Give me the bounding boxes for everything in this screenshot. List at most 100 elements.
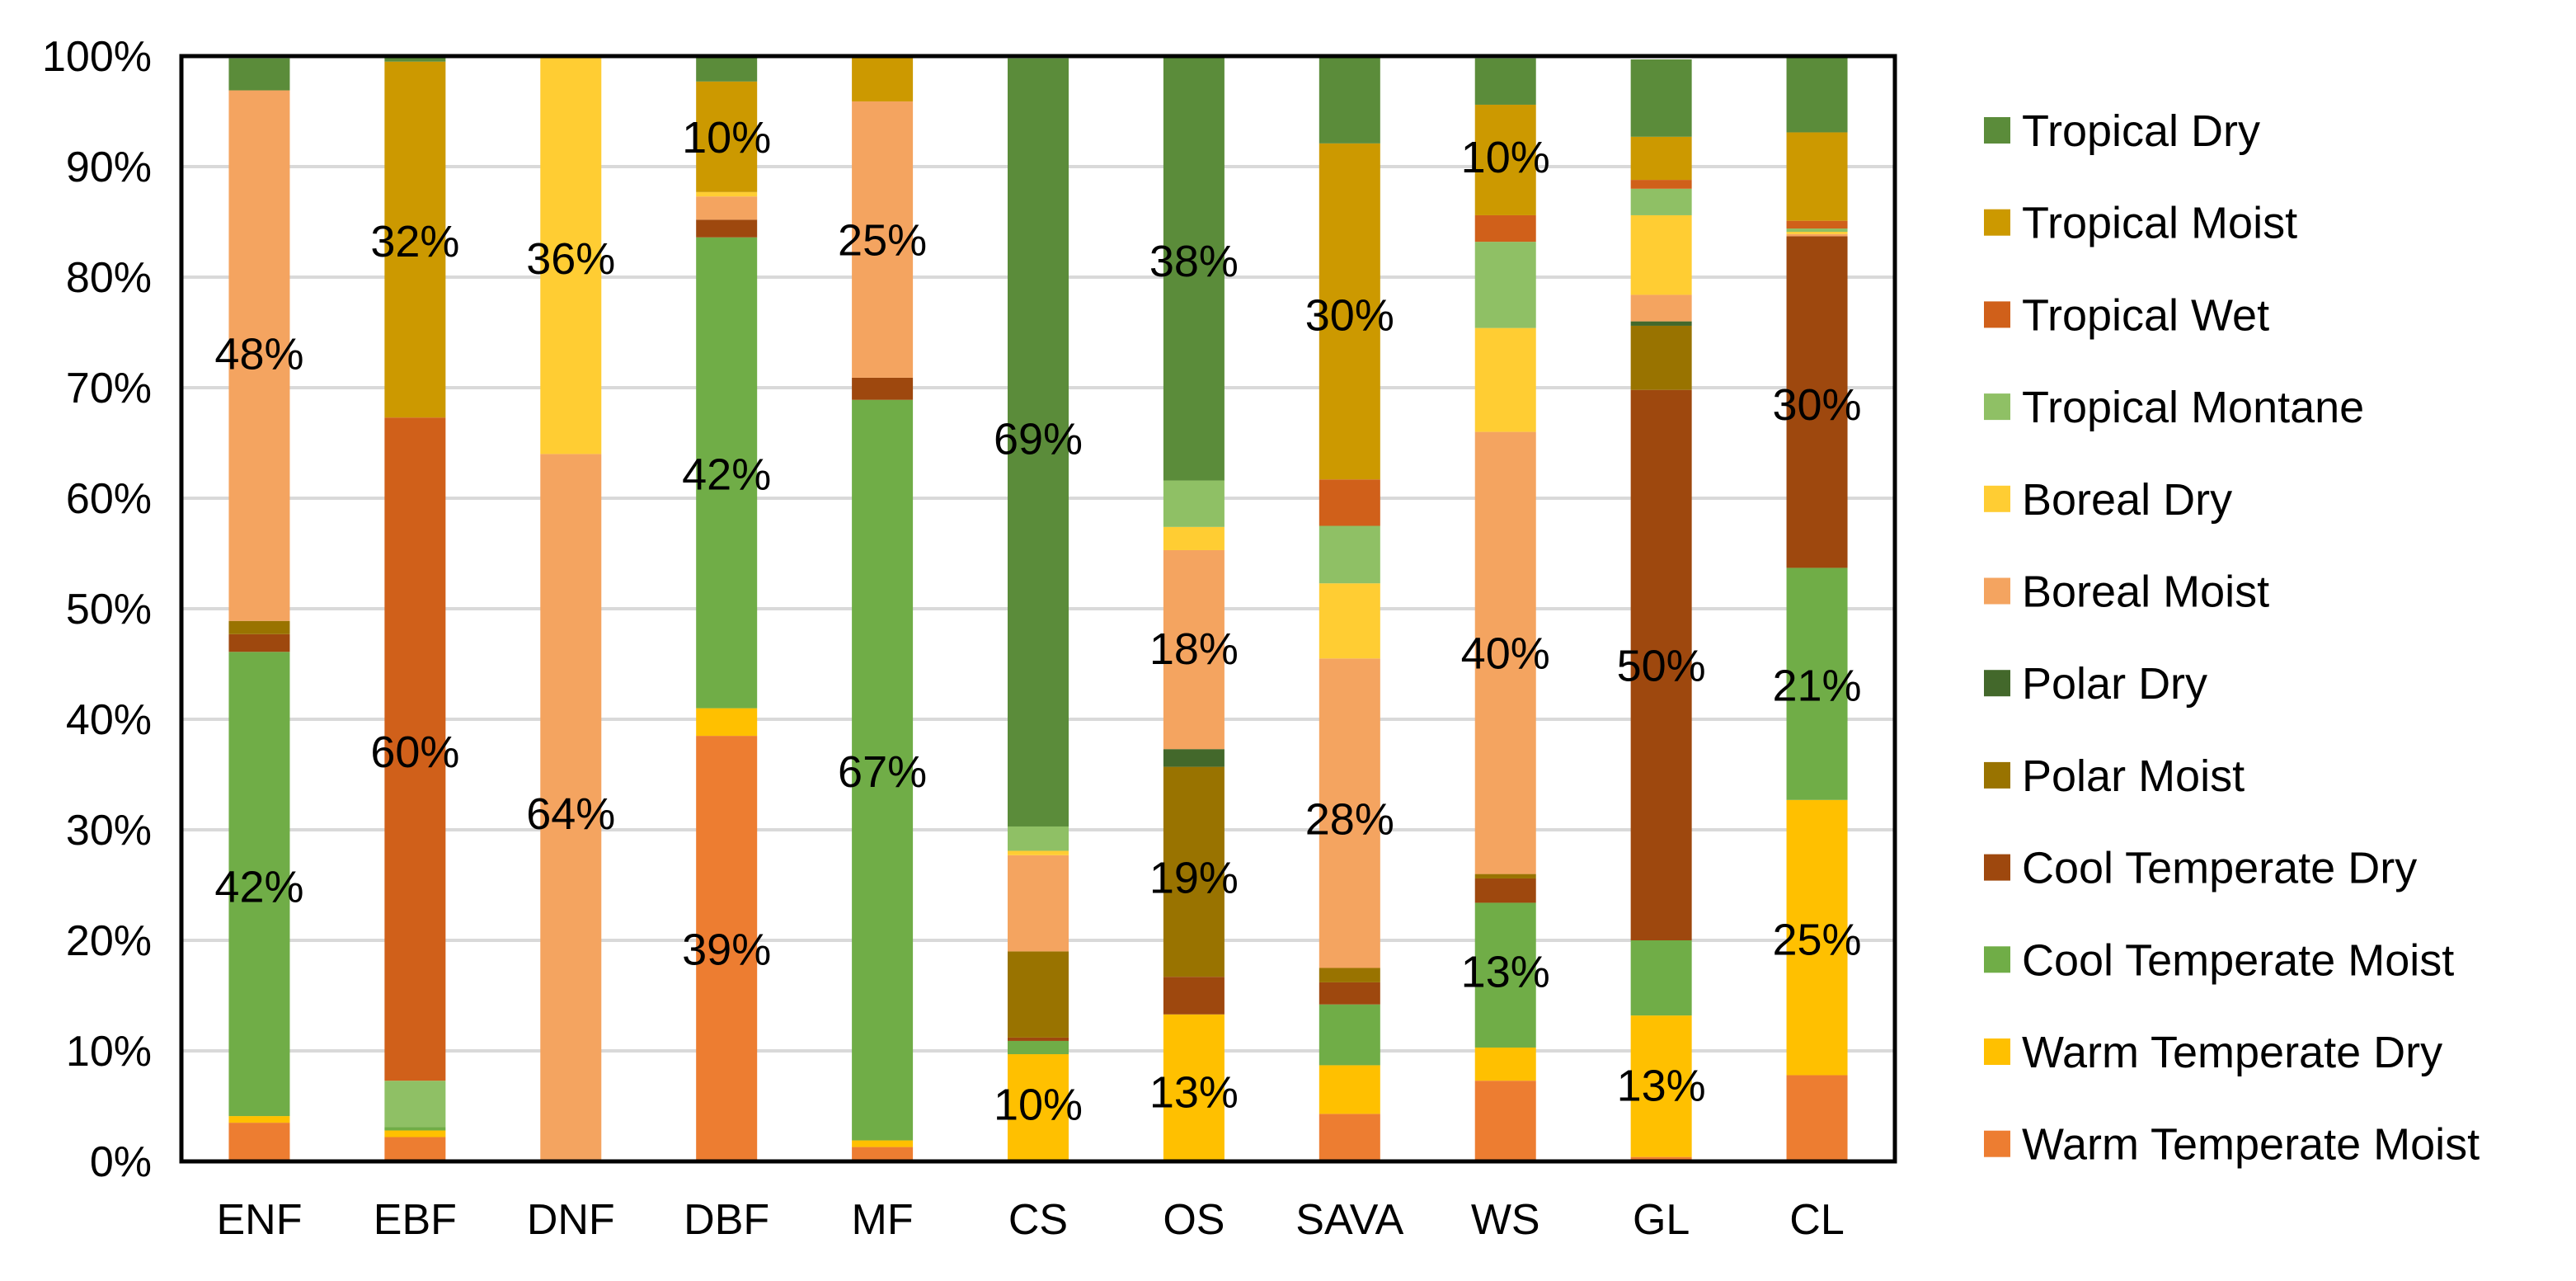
bar-segment [1630, 321, 1692, 326]
bar-segment [1630, 325, 1692, 390]
bar-segment [384, 417, 446, 1081]
bar-segment [1630, 940, 1692, 1016]
bar-segment [384, 1137, 446, 1161]
bar-segment [852, 1147, 914, 1161]
legend-label: Boreal Moist [2022, 568, 2269, 617]
bar-segment [1786, 232, 1848, 234]
data-label: 13% [1461, 948, 1550, 997]
bar-segments [228, 56, 1848, 1161]
x-tick-label: OS [1163, 1196, 1225, 1244]
legend-swatch [1984, 393, 2010, 421]
bar-segment [696, 81, 758, 192]
bar-segment [1630, 1156, 1692, 1161]
bar-segment [1474, 1081, 1536, 1161]
bar-segment [1319, 583, 1380, 659]
data-label: 10% [682, 113, 771, 162]
data-label: 50% [1617, 641, 1706, 690]
bar-segment [1474, 1047, 1536, 1081]
bar-segment [228, 90, 290, 621]
bar-segment [384, 1127, 446, 1131]
bar-segment [1319, 968, 1380, 982]
bar-segment [1786, 1075, 1848, 1161]
bar-segment [1163, 56, 1225, 481]
x-axis-tick-labels: ENF EBF DNF DBF MF CS OS SAVA WS GL CL [216, 1196, 1844, 1244]
bar-segment [1008, 1054, 1069, 1161]
bar-segment [1319, 1065, 1380, 1114]
x-tick-label: CS [1008, 1196, 1068, 1244]
bar-segment [1008, 826, 1069, 851]
legend-label: Warm Temperate Dry [2022, 1028, 2442, 1077]
x-tick-label: CL [1789, 1196, 1844, 1244]
bar-segment [1319, 1114, 1380, 1161]
bar-segment [1163, 749, 1225, 767]
x-tick-label: GL [1633, 1196, 1690, 1244]
bar-segment [1786, 236, 1848, 568]
legend-label: Tropical Wet [2022, 290, 2269, 340]
bar-segment [696, 56, 758, 82]
x-tick-label: SAVA [1295, 1196, 1403, 1244]
legend: Tropical Dry Tropical Moist Tropical Wet Tr… [1984, 106, 2480, 1170]
x-tick-label: MF [852, 1196, 914, 1244]
data-label: 39% [682, 925, 771, 975]
data-label: 64% [526, 789, 615, 839]
data-label: 69% [994, 415, 1083, 464]
bar-segment [228, 620, 290, 634]
bar-segment [1008, 1037, 1069, 1041]
bar-segment [696, 219, 758, 238]
bar-segment [852, 399, 914, 1141]
legend-label: Warm Temperate Moist [2022, 1120, 2480, 1170]
data-label: 19% [1149, 854, 1239, 903]
data-label: 42% [214, 862, 303, 911]
x-tick-label: WS [1471, 1196, 1540, 1244]
legend-label: Tropical Moist [2022, 199, 2297, 248]
data-label: 13% [1617, 1062, 1706, 1111]
data-label: 42% [682, 450, 771, 500]
x-tick-label: EBF [374, 1196, 457, 1244]
plot-area-frame [179, 54, 1897, 1164]
bar-segment [540, 454, 602, 1161]
y-tick-label: 70% [66, 365, 152, 412]
bar-segment [1630, 214, 1692, 295]
bar-segment [1319, 525, 1380, 584]
bar-segment [1163, 977, 1225, 1015]
bar-segment [1474, 104, 1536, 215]
bar-segment [1474, 327, 1536, 432]
bar-segment [540, 56, 602, 454]
data-label: 21% [1772, 661, 1861, 710]
bar-segment [1474, 878, 1536, 903]
bar-segment [384, 61, 446, 418]
bar-segment [1786, 568, 1848, 800]
bar-segment [1786, 799, 1848, 1076]
data-label: 25% [1772, 916, 1861, 965]
legend-label: Cool Temperate Dry [2022, 844, 2417, 893]
data-label: 30% [1772, 380, 1861, 430]
bar-segment [1474, 874, 1536, 878]
bar-segment [1786, 228, 1848, 233]
bar-segment [696, 191, 758, 197]
bar-segment [228, 1123, 290, 1161]
y-tick-label: 40% [66, 696, 152, 744]
y-tick-label: 90% [66, 144, 152, 191]
bar-segment [696, 736, 758, 1161]
bar-segment [228, 58, 290, 91]
bar-segment [1319, 1004, 1380, 1066]
bar-segment [1319, 479, 1380, 526]
bar-segment [1319, 56, 1380, 144]
bar-segment [1163, 549, 1225, 750]
bar-segment [852, 377, 914, 400]
bar-segment [1474, 902, 1536, 1048]
bar-segment [852, 1140, 914, 1147]
bar-segment [1630, 59, 1692, 137]
bar-segment [696, 196, 758, 220]
bar-segment [1630, 294, 1692, 322]
y-tick-label: 100% [42, 33, 152, 81]
bar-segment [1319, 143, 1380, 480]
data-label: 13% [1149, 1068, 1239, 1118]
bar-segment [696, 237, 758, 709]
data-label: 30% [1305, 291, 1394, 341]
legend-label: Tropical Dry [2022, 106, 2260, 156]
data-label: 18% [1149, 624, 1239, 674]
legend-swatch [1984, 670, 2010, 697]
bar-segment [1474, 431, 1536, 874]
